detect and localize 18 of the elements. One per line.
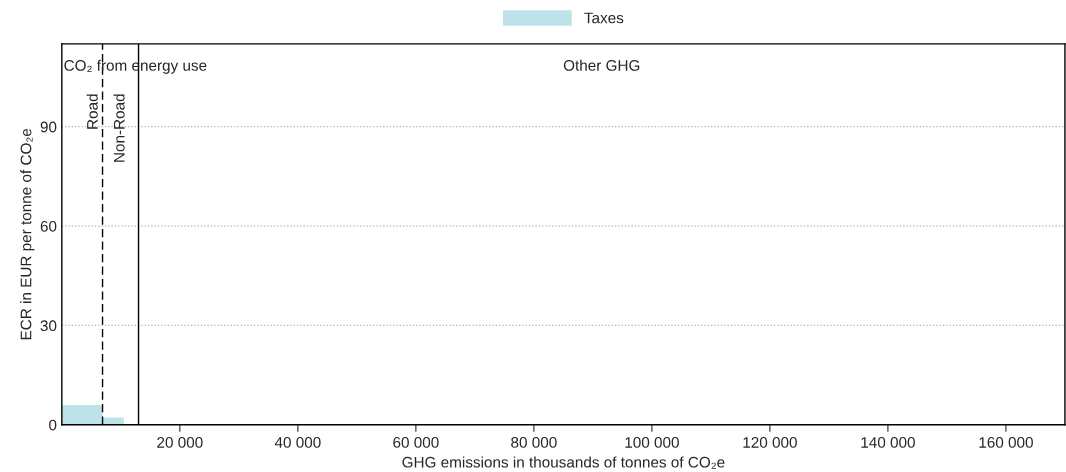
- x-tick-label: 140 000: [861, 437, 915, 448]
- x-tick-label: 160 000: [979, 437, 1033, 448]
- annotation: Non-Road: [113, 94, 125, 162]
- annotation: Road: [86, 94, 98, 129]
- x-axis-title: GHG emissions in thousands of tonnes of CO₂e: [402, 456, 725, 469]
- x-tick-label: 100 000: [625, 437, 679, 448]
- y-axis-title: ECR in EUR per tonne of CO₂e: [20, 128, 35, 340]
- y-tick-label: 60: [40, 220, 57, 232]
- x-tick-label: 40 000: [274, 437, 321, 448]
- x-tick-label: 60 000: [393, 437, 439, 448]
- y-tick-label: 30: [40, 320, 57, 332]
- x-tick-label: 20 000: [157, 437, 203, 448]
- y-tick-label: 0: [49, 419, 57, 431]
- x-tick-label: 120 000: [743, 437, 797, 448]
- annotation: Other GHG: [563, 59, 640, 71]
- legend-label: Taxes: [584, 12, 624, 24]
- x-tick-label: 80 000: [511, 437, 557, 448]
- y-tick-label: 90: [40, 121, 57, 133]
